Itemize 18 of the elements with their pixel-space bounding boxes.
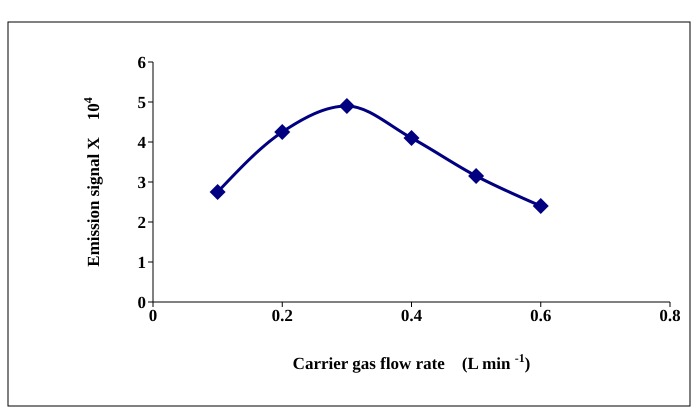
point xyxy=(338,98,355,114)
y-tick-label: 2 xyxy=(138,213,146,232)
point xyxy=(210,184,226,200)
x-tick-label: 0.4 xyxy=(400,306,423,326)
x-axis-title: Carrier gas flow rate (L min $^{-1}$) xyxy=(292,351,530,373)
y-tick-label: 1 xyxy=(138,253,146,272)
point xyxy=(404,130,420,146)
x-tick-label: 0.8 xyxy=(659,306,681,326)
y-tick-label: 5 xyxy=(138,93,146,112)
y-tick-label: 4 xyxy=(138,133,146,152)
y-tick-label: 3 xyxy=(138,173,146,192)
y-tick-label: 0 xyxy=(138,293,146,312)
point xyxy=(274,124,290,140)
x-tick-label: 0.2 xyxy=(272,306,293,326)
point xyxy=(532,198,549,214)
y-tick-label: 6 xyxy=(138,53,146,72)
point xyxy=(468,168,484,184)
x-tick-label: 0.6 xyxy=(530,306,552,326)
